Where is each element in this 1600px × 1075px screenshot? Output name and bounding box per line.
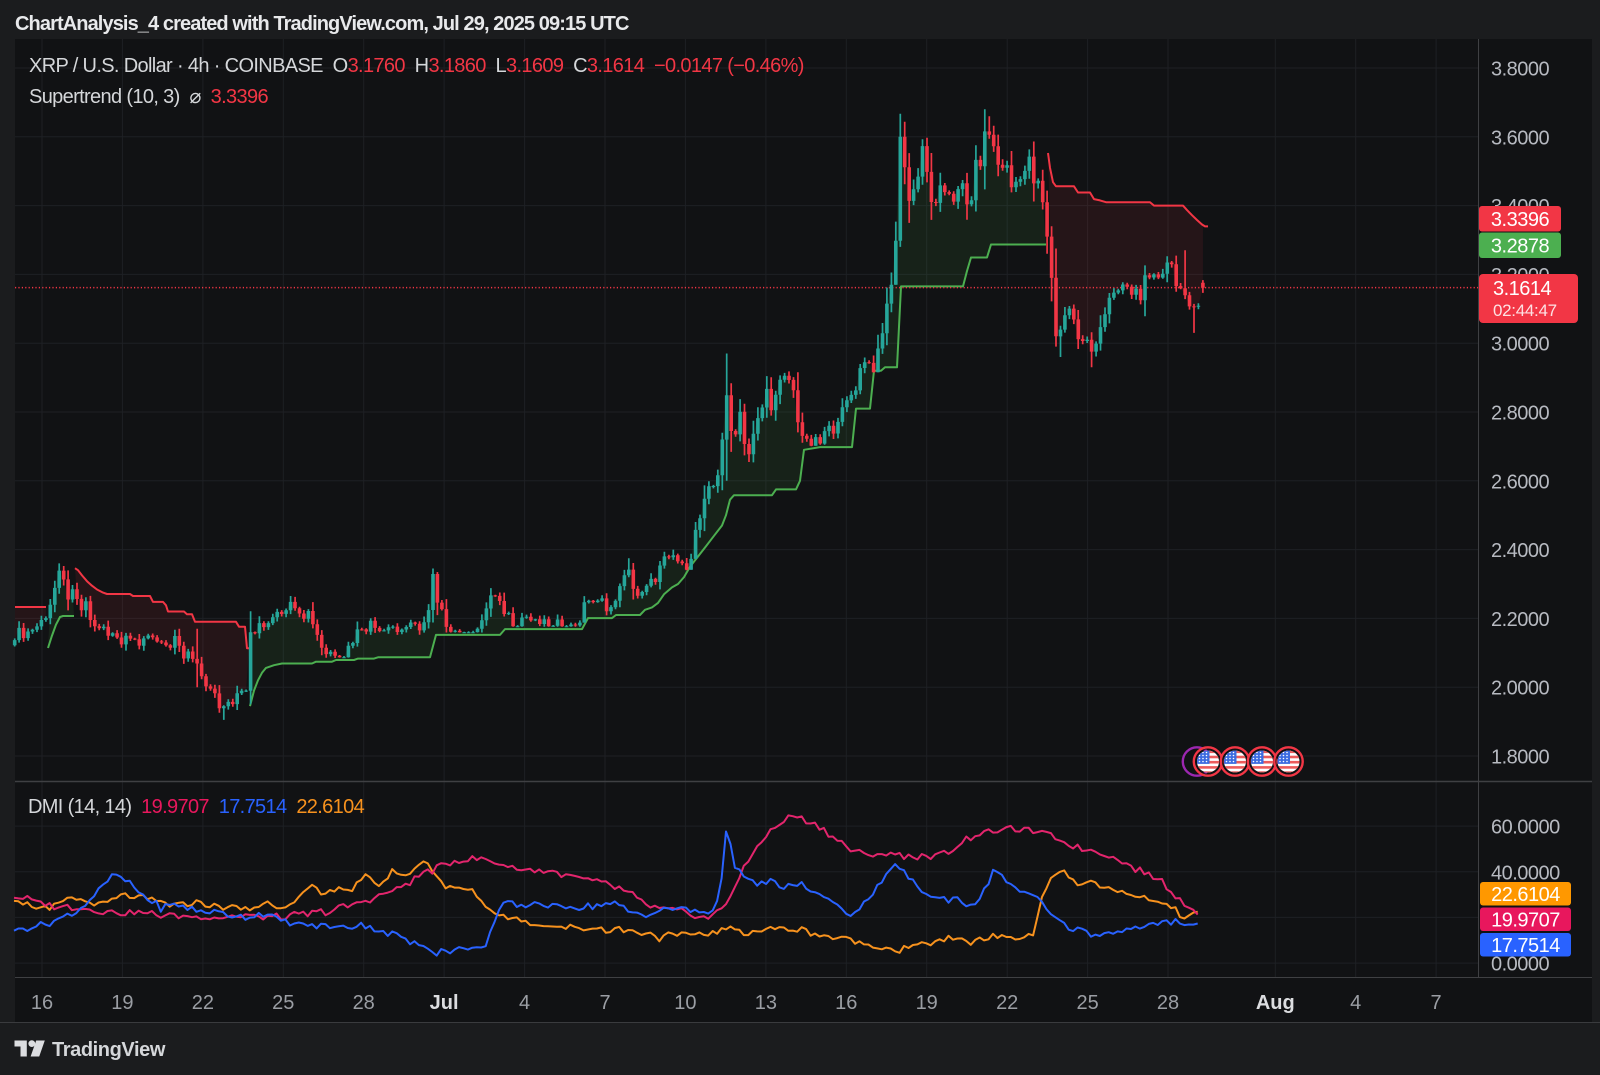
svg-text:7: 7: [599, 992, 610, 1014]
svg-text:3.8000: 3.8000: [1491, 59, 1550, 81]
svg-text:2.4000: 2.4000: [1491, 540, 1550, 562]
svg-text:13: 13: [755, 992, 777, 1014]
svg-text:19: 19: [111, 992, 133, 1014]
svg-text:16: 16: [31, 992, 53, 1014]
svg-text:28: 28: [1157, 992, 1179, 1014]
svg-text:2.2000: 2.2000: [1491, 609, 1550, 631]
svg-text:16: 16: [835, 992, 857, 1014]
svg-text:3.2878: 3.2878: [1491, 236, 1550, 258]
svg-text:19: 19: [916, 992, 938, 1014]
svg-text:XRP / U.S. Dollar · 4h · COINB: XRP / U.S. Dollar · 4h · COINBASE O3.176…: [29, 55, 804, 77]
svg-text:4: 4: [1350, 992, 1361, 1014]
svg-text:28: 28: [353, 992, 375, 1014]
svg-text:0.0000: 0.0000: [1491, 954, 1550, 976]
svg-text:2.0000: 2.0000: [1491, 678, 1550, 700]
svg-text:7: 7: [1431, 992, 1442, 1014]
svg-text:25: 25: [1076, 992, 1098, 1014]
svg-text:Supertrend (10, 3) ⌀ 3.3396: Supertrend (10, 3) ⌀ 3.3396: [29, 86, 268, 108]
svg-text:ChartAnalysis_4 created with T: ChartAnalysis_4 created with TradingView…: [15, 13, 629, 35]
svg-text:17.7514: 17.7514: [1491, 935, 1560, 957]
svg-text:2.6000: 2.6000: [1491, 471, 1550, 493]
svg-text:22.6104: 22.6104: [1491, 884, 1560, 906]
svg-text:25: 25: [272, 992, 294, 1014]
svg-text:4: 4: [519, 992, 530, 1014]
svg-text:TradingView: TradingView: [52, 1039, 166, 1061]
svg-text:Aug: Aug: [1256, 992, 1295, 1014]
svg-text:19.9707: 19.9707: [1491, 910, 1560, 932]
svg-text:02:44:47: 02:44:47: [1493, 301, 1557, 320]
svg-text:22: 22: [192, 992, 214, 1014]
svg-text:Jul: Jul: [430, 992, 459, 1014]
svg-text:60.0000: 60.0000: [1491, 817, 1560, 839]
svg-text:22: 22: [996, 992, 1018, 1014]
svg-text:3.3396: 3.3396: [1491, 209, 1550, 231]
svg-text:10: 10: [674, 992, 696, 1014]
svg-text:40.0000: 40.0000: [1491, 862, 1560, 884]
svg-text:3.6000: 3.6000: [1491, 127, 1550, 149]
svg-text:3.1614: 3.1614: [1493, 278, 1552, 300]
svg-text:2.8000: 2.8000: [1491, 403, 1550, 425]
svg-text:DMI (14, 14) 19.9707 17.7514: DMI (14, 14) 19.9707 17.7514 22.6104: [28, 796, 365, 818]
svg-text:3.0000: 3.0000: [1491, 334, 1550, 356]
svg-text:1.8000: 1.8000: [1491, 747, 1550, 769]
